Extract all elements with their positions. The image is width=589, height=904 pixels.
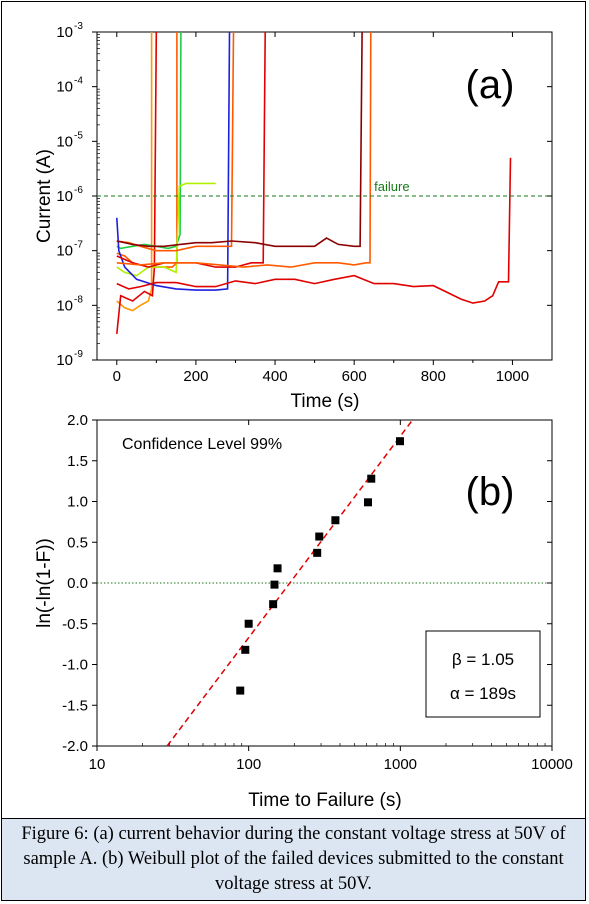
- y-tick-label: 2.0: [67, 412, 88, 429]
- y-tick-label: -1.0: [62, 657, 88, 674]
- panel-a-series-group: [116, 31, 512, 334]
- x-tick-label: 800: [421, 368, 446, 385]
- panel-b-fit-line: [166, 419, 414, 747]
- y-tick-label: 1.0: [67, 494, 88, 511]
- x-tick-label: 1000: [384, 756, 417, 773]
- panel-b-x-axis-label: Time to Failure (s): [248, 790, 401, 811]
- panel-b-beta-value: β = 1.05: [452, 650, 514, 669]
- panel-b-alpha-value: α = 189s: [450, 684, 516, 703]
- current-trace-11: [116, 157, 512, 304]
- current-trace-9: [116, 31, 363, 248]
- x-tick-label: 100: [236, 756, 261, 773]
- panel-b-x-axis-ticks: 10 100 1000 10000: [89, 420, 573, 773]
- current-trace-7: [116, 31, 235, 252]
- y-tick-label: 10: [56, 243, 73, 260]
- panel-a-failure-threshold: failure: [97, 179, 552, 197]
- y-tick-exponent: -7: [74, 240, 83, 251]
- y-tick-label: 0.5: [67, 534, 88, 551]
- y-tick-label: 10: [56, 352, 73, 369]
- y-tick-label: 10: [56, 188, 73, 205]
- panel-b-y-axis-ticks: -2.0 -1.5 -1.0 -0.5 0.0 0.5 1.0 1.5 2.0: [62, 412, 552, 755]
- panel-b-data-points: [236, 437, 405, 695]
- panel-a-chart: failure 0 200 400 600 800 1000 10-910-810-710…: [34, 21, 553, 412]
- y-tick-exponent: -3: [74, 21, 83, 32]
- weibull-data-point: [313, 548, 322, 557]
- weibull-data-point: [244, 619, 253, 628]
- weibull-data-point: [367, 474, 376, 483]
- y-tick-label: -0.5: [62, 616, 88, 633]
- y-tick-exponent: -9: [74, 349, 83, 360]
- y-tick-label: 0.0: [67, 575, 88, 592]
- current-trace-8: [116, 31, 266, 268]
- panel-b-y-axis-label: ln(-ln(1-F)): [34, 538, 55, 628]
- y-tick-label: 10: [56, 297, 73, 314]
- current-trace-3: [116, 32, 178, 268]
- x-tick-label: 600: [342, 368, 367, 385]
- weibull-data-point: [315, 532, 324, 541]
- weibull-data-point: [241, 645, 250, 654]
- panel-a-y-axis-label: Current (A): [34, 149, 55, 243]
- panel-a-label: (a): [466, 63, 515, 107]
- weibull-data-point: [331, 516, 340, 525]
- x-tick-label: 10: [89, 756, 106, 773]
- y-tick-label: -2.0: [62, 738, 88, 755]
- panel-b-label: (b): [466, 470, 515, 514]
- weibull-fit-line: [166, 419, 414, 747]
- weibull-data-point: [270, 580, 279, 589]
- figure-caption: Figure 6: (a) current behavior during th…: [21, 824, 566, 894]
- x-tick-label: 200: [183, 368, 208, 385]
- panel-a-y-axis-ticks: 10-910-810-710-610-510-410-3: [56, 21, 552, 369]
- weibull-data-point: [269, 600, 278, 609]
- y-tick-label: 10: [56, 24, 73, 41]
- panel-b-chart: 10 100 1000 10000 -2.0 -1.5 -1.0 -0.5 0.0 0.5 1.0…: [34, 412, 573, 811]
- current-trace-2: [116, 31, 158, 334]
- panel-b-confidence-annotation: Confidence Level 99%: [122, 436, 282, 453]
- y-tick-label: 10: [56, 133, 73, 150]
- x-tick-label: 1000: [496, 368, 529, 385]
- current-trace-4: [116, 31, 182, 250]
- y-tick-label: 10: [56, 79, 73, 96]
- x-tick-label: 0: [113, 368, 121, 385]
- y-tick-exponent: -4: [74, 76, 83, 87]
- y-tick-label: 1.5: [67, 453, 88, 470]
- panel-b-params-box: [425, 630, 541, 718]
- x-tick-label: 400: [263, 368, 288, 385]
- current-trace-1: [116, 32, 153, 312]
- y-tick-exponent: -8: [74, 294, 83, 305]
- weibull-data-point: [273, 564, 282, 573]
- y-tick-exponent: -6: [74, 185, 83, 196]
- weibull-data-point: [396, 437, 405, 446]
- failure-threshold-label: failure: [374, 179, 409, 194]
- panel-a-x-axis-label: Time (s): [291, 391, 360, 412]
- figure-caption-box: Figure 6: (a) current behavior during th…: [1, 818, 586, 901]
- y-tick-exponent: -5: [74, 130, 83, 141]
- panel-a-x-axis-ticks: 0 200 400 600 800 1000: [113, 32, 529, 385]
- current-trace-10: [116, 31, 372, 268]
- y-tick-label: -1.5: [62, 697, 88, 714]
- x-tick-label: 10000: [531, 756, 573, 773]
- weibull-data-point: [363, 498, 372, 507]
- weibull-data-point: [236, 686, 245, 695]
